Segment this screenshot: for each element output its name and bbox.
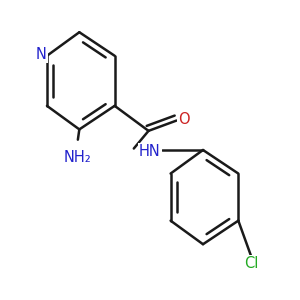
Text: O: O [178,112,190,127]
Text: N: N [36,47,46,62]
Text: Cl: Cl [244,256,259,271]
Text: HN: HN [139,144,161,159]
Text: NH₂: NH₂ [64,150,92,165]
